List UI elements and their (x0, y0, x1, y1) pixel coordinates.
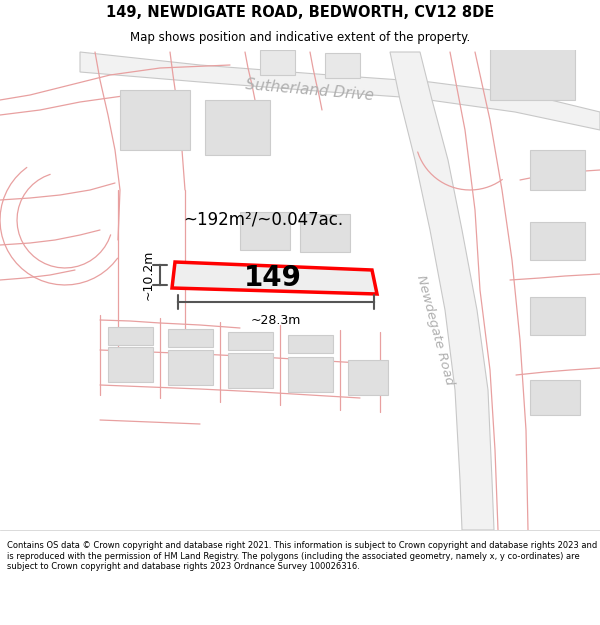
Bar (108, 347, 153, 382)
Text: Contains OS data © Crown copyright and database right 2021. This information is : Contains OS data © Crown copyright and d… (7, 541, 598, 571)
Text: ~192m²/~0.047ac.: ~192m²/~0.047ac. (183, 211, 343, 229)
Bar (205, 100, 270, 155)
Bar (168, 329, 213, 347)
Bar (108, 327, 153, 345)
Bar (490, 45, 575, 100)
Bar (288, 357, 333, 392)
Text: Newdegate Road: Newdegate Road (414, 274, 456, 386)
Bar (530, 222, 585, 260)
Bar (168, 350, 213, 385)
Bar (240, 212, 290, 250)
Bar (530, 150, 585, 190)
Bar (325, 53, 360, 78)
Text: Sutherland Drive: Sutherland Drive (245, 77, 375, 103)
Bar (348, 360, 388, 395)
Bar (120, 90, 190, 150)
Bar (228, 332, 273, 350)
Bar (530, 380, 580, 415)
Text: Map shows position and indicative extent of the property.: Map shows position and indicative extent… (130, 31, 470, 44)
Polygon shape (80, 52, 600, 130)
Bar (228, 353, 273, 388)
Text: ~28.3m: ~28.3m (251, 314, 301, 327)
Polygon shape (390, 52, 494, 530)
Text: 149: 149 (244, 264, 302, 292)
Polygon shape (172, 262, 377, 294)
Text: ~10.2m: ~10.2m (142, 250, 155, 300)
Bar (530, 297, 585, 335)
Bar (300, 214, 350, 252)
Bar (288, 335, 333, 353)
Text: 149, NEWDIGATE ROAD, BEDWORTH, CV12 8DE: 149, NEWDIGATE ROAD, BEDWORTH, CV12 8DE (106, 5, 494, 20)
Bar (260, 50, 295, 75)
